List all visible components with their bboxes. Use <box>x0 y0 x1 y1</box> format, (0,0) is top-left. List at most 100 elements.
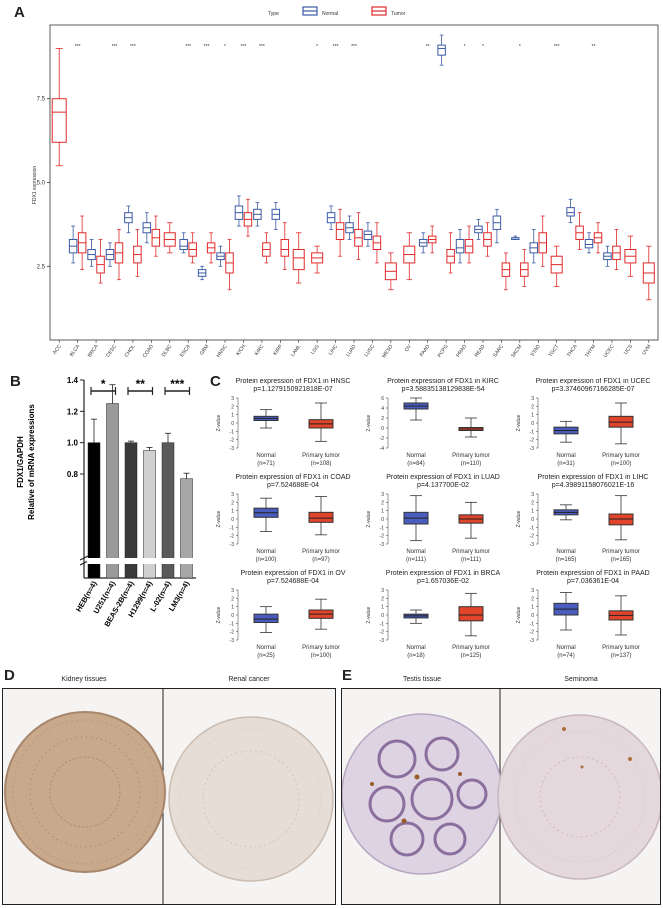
subplot-y-tick-label: -1 <box>380 621 385 627</box>
subplot-title: Protein expression of FDX1 in PAAD <box>536 570 649 577</box>
normal-box-THYM-box <box>584 238 594 249</box>
subplot-normal-n: (n=71) <box>257 461 275 467</box>
significance-mark-LUAD: *** <box>351 44 357 50</box>
subplot-tumor-label: Primary tumor <box>602 453 640 459</box>
normal-box-BRCA <box>87 239 96 267</box>
a-x-tick-label-ACC: ACC <box>52 343 63 355</box>
subplot-y-tick-label: 1 <box>231 605 234 611</box>
subplot-y-tick-label: -1 <box>230 429 235 435</box>
bar-LM3(n=4) <box>180 478 193 579</box>
tumor-box-LIHC-box <box>335 222 345 240</box>
subplot-y-tick-label: -3 <box>230 542 235 548</box>
a-x-tick-label-MESO: MESO <box>381 344 394 360</box>
tumor-box-LUAD <box>354 212 363 260</box>
subplot-tumor-box <box>458 417 484 438</box>
tumor-box-HNSC <box>225 239 234 291</box>
subplot-normal-n: (n=100) <box>256 557 277 563</box>
subplot-y-tick-label: -2 <box>230 438 235 444</box>
a-x-tick-label-BRCA: BRCA <box>87 343 100 358</box>
tumor-box-CHOL <box>133 229 142 277</box>
sig-label: ** <box>136 377 146 391</box>
subplot-y-tick-label: -3 <box>530 638 535 644</box>
subplot-y-tick-label: -4 <box>380 446 385 452</box>
subplot-y-tick-label: 1 <box>531 413 534 419</box>
subplot-y-tick-label: -2 <box>380 436 385 442</box>
subplot-tumor-box-box <box>458 606 484 622</box>
a-x-tick-label-CESC: CESC <box>105 343 118 358</box>
normal-box-LIHC <box>326 205 336 230</box>
b-y-tick-label: 1.4 <box>67 376 79 385</box>
subplot-y-tick-label: 3 <box>531 396 534 402</box>
normal-box-KICH <box>234 195 244 227</box>
subplot-p-value: p=3.58835138129838E-54 <box>401 386 484 393</box>
significance-mark-PAAD: ** <box>426 44 430 50</box>
panel-d-right-caption: Renal cancer <box>228 676 270 683</box>
subplot-y-tick-label: -3 <box>380 638 385 644</box>
subplot-y-label: Z-value <box>516 510 522 527</box>
tumor-box-BLCA <box>77 215 87 271</box>
significance-mark-CHOL: *** <box>130 44 136 50</box>
subplot-y-tick-label: -1 <box>380 525 385 531</box>
subplot-y-label: Z-value <box>216 510 222 527</box>
significance-mark-KIRC: *** <box>259 44 265 50</box>
tumor-box-KICH <box>243 198 253 237</box>
b-y-tick-label: 1.2 <box>67 407 79 416</box>
significance-mark-PRAD: * <box>464 44 466 50</box>
tumor-box-BRCA <box>96 239 105 284</box>
subplot-tumor-label: Primary tumor <box>302 645 340 651</box>
subplot-y-tick-label: 3 <box>231 588 234 594</box>
bar-L-02(n=4) <box>161 442 175 579</box>
a-x-tick-label-BLCA: BLCA <box>69 343 82 358</box>
subplot-p-value: p=1.657036E-02 <box>417 578 469 585</box>
tumor-box-READ <box>483 222 492 257</box>
subplot-y-tick-label: -1 <box>230 525 235 531</box>
subplot-normal-box <box>253 606 279 633</box>
subplot-p-value: p=7.524688E-04 <box>267 578 319 585</box>
b-axis-break-1 <box>79 555 89 561</box>
bar-HEB(n=4) <box>87 442 101 579</box>
a-x-tick-label-COAD: COAD <box>142 343 155 359</box>
subplot-tumor-box <box>608 495 634 541</box>
tumor-box-LAML <box>292 232 305 284</box>
tumor-box-DLBC <box>163 222 176 254</box>
significance-mark-LIHC: *** <box>333 44 339 50</box>
a-x-tick-label-LGG: LGG <box>310 344 321 356</box>
subplot-y-tick-label: 0 <box>531 421 534 427</box>
subplot-4: Protein expression of FDX1 in LUADp=4.13… <box>366 474 500 563</box>
normal-box-ESCA <box>179 232 188 254</box>
normal-box-ESCA-box <box>179 238 188 251</box>
subplot-5: Protein expression of FDX1 in LIHCp=4.39… <box>516 474 648 563</box>
subplot-y-tick-label: 3 <box>531 492 534 498</box>
subplot-8: Protein expression of FDX1 in PAADp=7.03… <box>516 570 650 659</box>
subplot-y-tick-label: 1 <box>531 509 534 515</box>
tumor-box-SARC <box>501 252 511 291</box>
subplot-normal-box <box>553 420 579 443</box>
a-x-tick-label-GBM: GBM <box>199 344 210 357</box>
testis-tissue-core <box>342 713 503 875</box>
panel-d-image-frame <box>2 688 336 905</box>
subplot-y-tick-label: 0 <box>531 613 534 619</box>
tumor-box-STAD <box>538 215 547 267</box>
subplot-y-label: Z-value <box>366 414 372 431</box>
a-x-tick-label-OV: OV <box>404 343 413 353</box>
bar-BEAS-2B(n=4) <box>124 442 138 579</box>
subplot-0: Protein expression of FDX1 in HNSCp=1.12… <box>216 378 350 467</box>
a-x-tick-label-TGCT: TGCT <box>548 344 561 359</box>
subplot-y-tick-label: -3 <box>230 638 235 644</box>
subplot-y-tick-label: -1 <box>230 621 235 627</box>
tumor-box-UVM <box>642 245 655 301</box>
tumor-box-COAD <box>151 215 161 257</box>
subplot-normal-n: (n=84) <box>407 461 425 467</box>
a-x-tick-label-PRAD: PRAD <box>455 343 468 358</box>
tumor-box-UCS <box>624 235 637 277</box>
sig-label: * <box>101 377 106 391</box>
subplot-title: Protein expression of FDX1 in HNSC <box>236 378 351 385</box>
subplot-tumor-box <box>608 595 634 636</box>
significance-mark-HNSC: * <box>224 44 226 50</box>
tumor-box-ESCA <box>188 232 197 264</box>
subplot-tumor-box <box>308 496 334 536</box>
subplot-normal-label: Normal <box>406 645 425 651</box>
a-x-tick-label-PAAD: PAAD <box>419 343 432 358</box>
a-x-tick-label-KIRP: KIRP <box>272 343 284 357</box>
normal-box-THCA-box <box>566 207 575 217</box>
